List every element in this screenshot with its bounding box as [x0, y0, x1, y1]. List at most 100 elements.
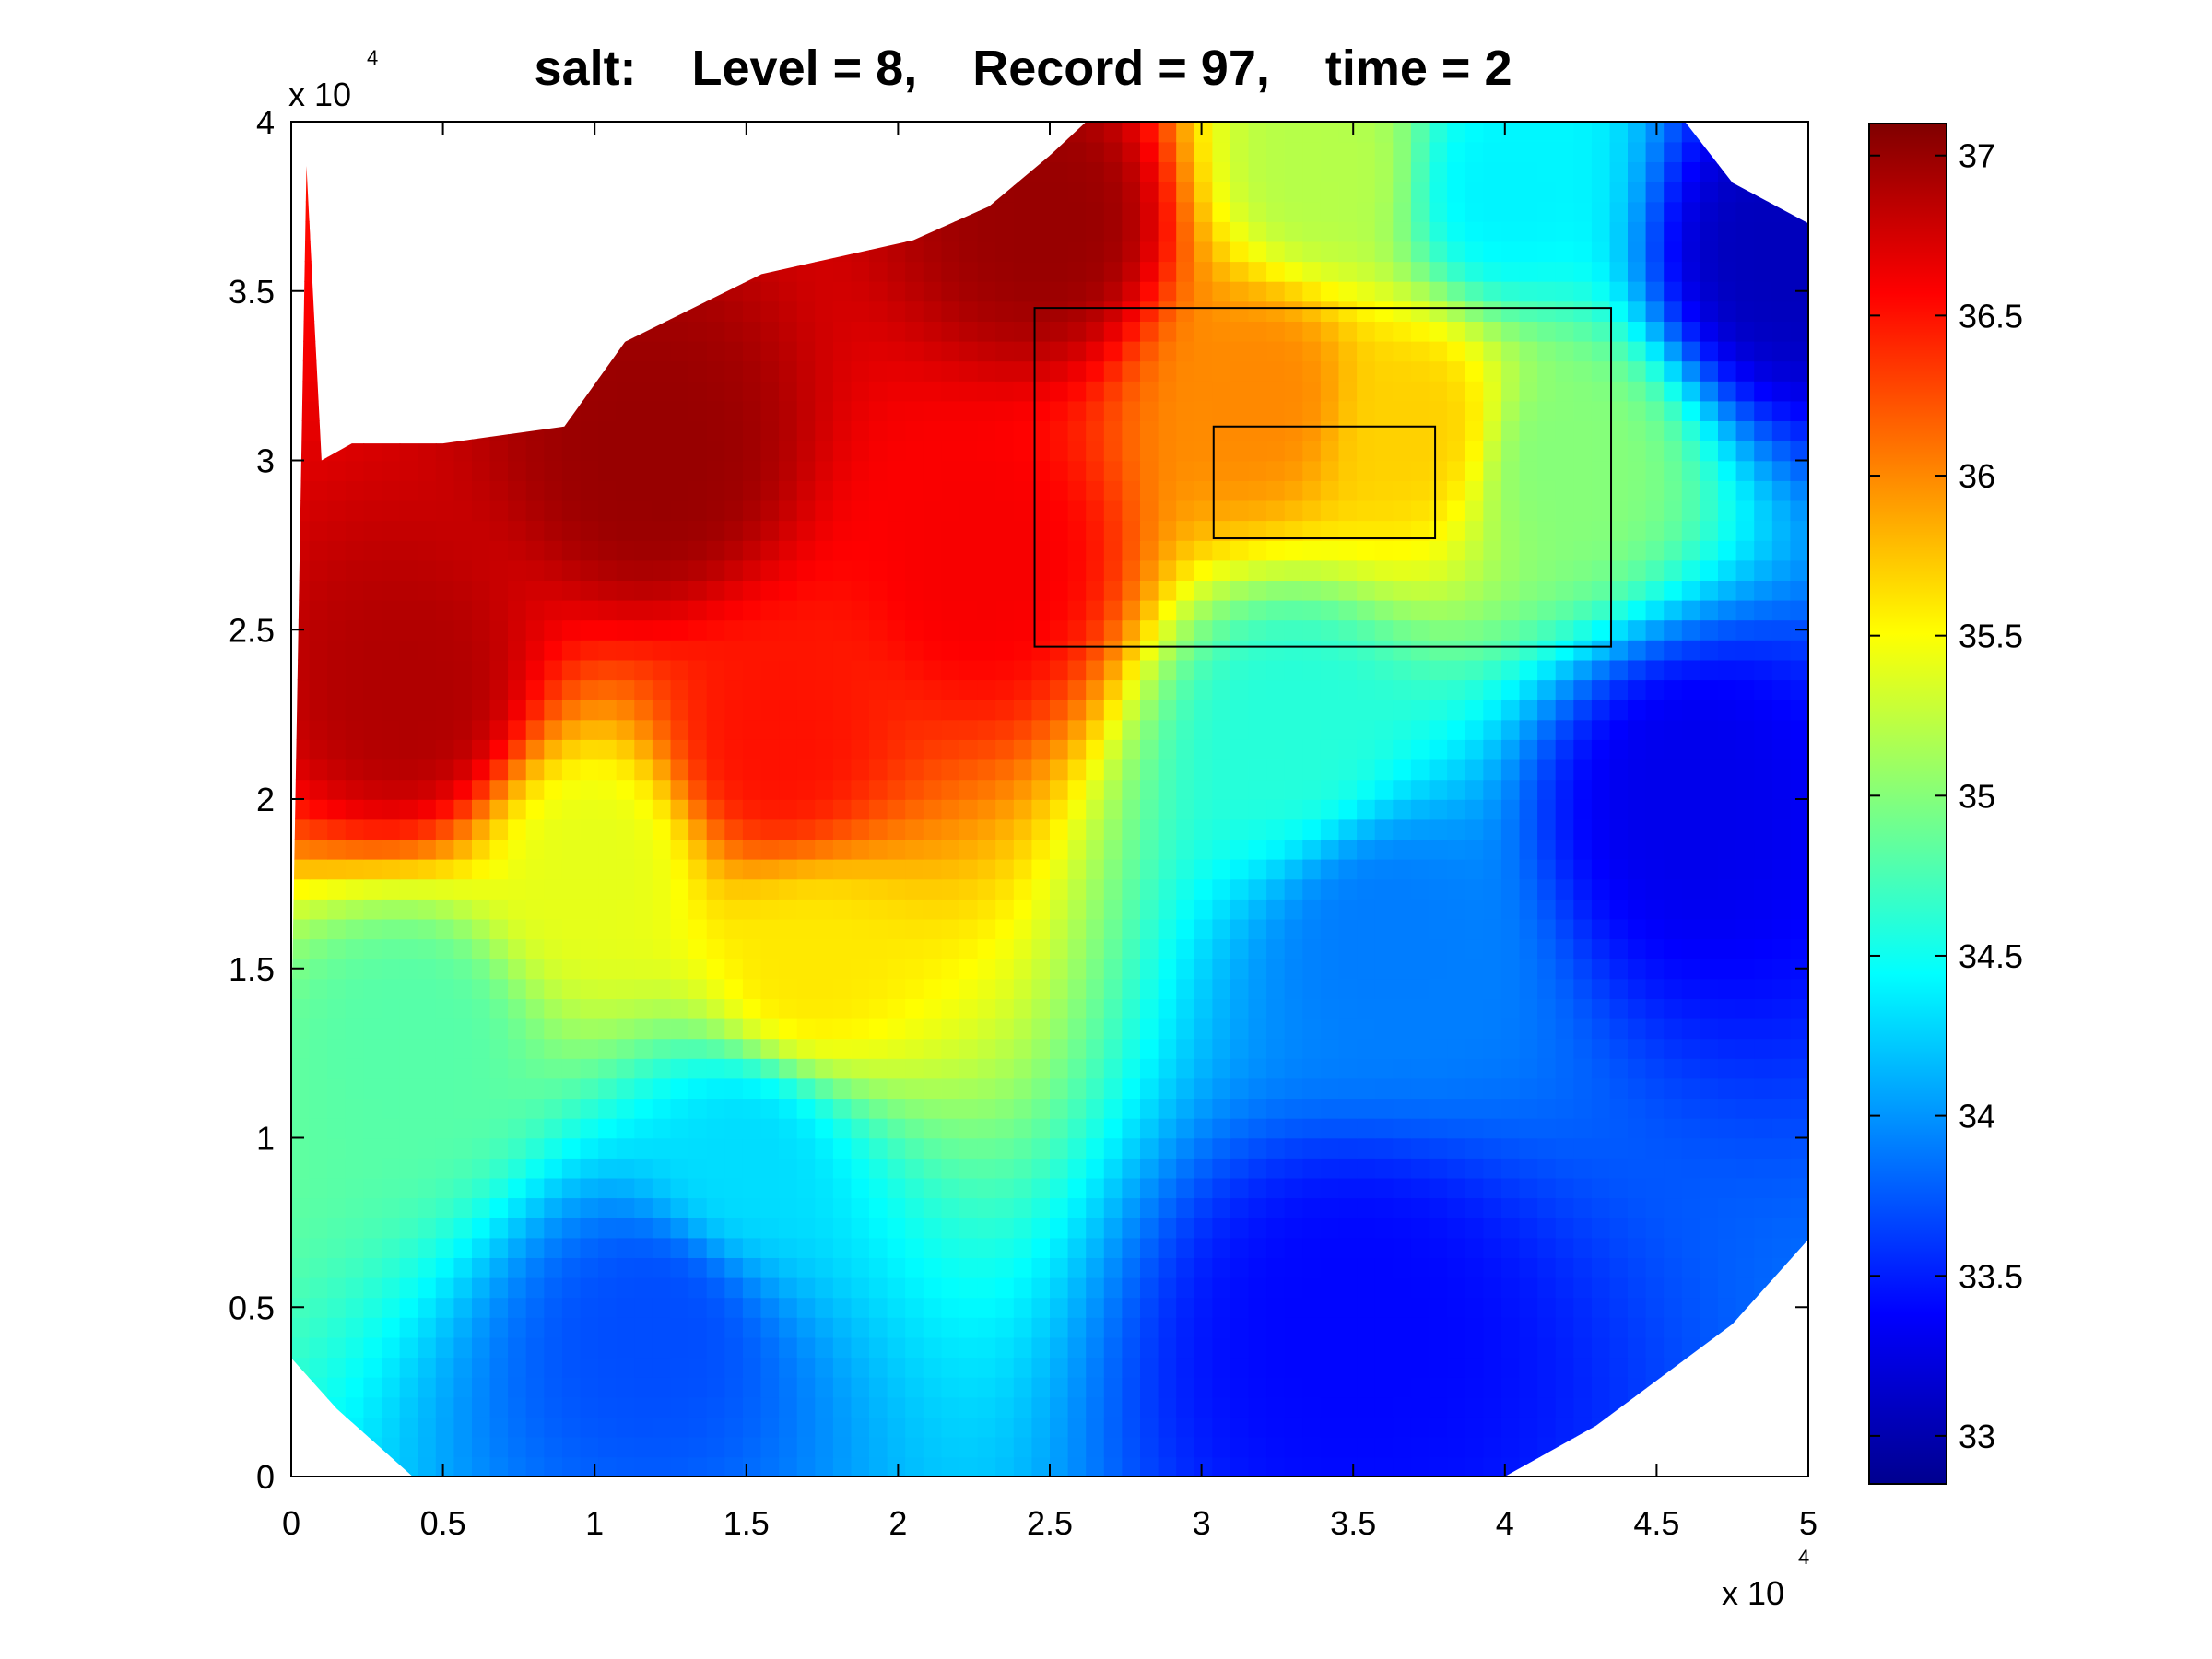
- heatmap-cell: [1519, 1376, 1538, 1398]
- heatmap-cell: [1664, 400, 1683, 421]
- heatmap-cell: [1050, 818, 1069, 840]
- heatmap-cell: [1681, 1297, 1701, 1318]
- heatmap-cell: [1248, 1077, 1267, 1099]
- heatmap-cell: [561, 659, 582, 681]
- heatmap-cell: [995, 480, 1015, 501]
- heatmap-cell: [634, 1336, 653, 1359]
- heatmap-cell: [1447, 739, 1466, 760]
- heatmap-cell: [580, 340, 599, 362]
- heatmap-cell: [1050, 958, 1069, 980]
- heatmap-cell: [1176, 1158, 1195, 1179]
- heatmap-cell: [580, 440, 599, 462]
- heatmap-cell: [1158, 1357, 1177, 1378]
- heatmap-cell: [382, 1117, 401, 1139]
- heatmap-cell: [652, 759, 672, 781]
- heatmap-cell: [1302, 1218, 1322, 1239]
- heatmap-cell: [1086, 460, 1105, 481]
- heatmap-cell: [1031, 619, 1051, 641]
- heatmap-cell: [1374, 1237, 1394, 1258]
- heatmap-cell: [1212, 559, 1231, 581]
- heatmap-cell: [544, 739, 563, 760]
- heatmap-cell: [652, 1237, 672, 1258]
- heatmap-cell: [851, 679, 870, 700]
- heatmap-cell: [706, 878, 726, 900]
- heatmap-cell: [1735, 1357, 1755, 1378]
- heatmap-cell: [598, 739, 618, 760]
- heatmap-cell: [1429, 440, 1448, 462]
- heatmap-cell: [923, 559, 943, 581]
- heatmap-cell: [1483, 400, 1502, 421]
- heatmap-cell: [435, 839, 455, 860]
- heatmap-cell: [435, 878, 455, 900]
- heatmap-cell: [1103, 640, 1124, 661]
- heatmap-cell: [995, 998, 1015, 1019]
- heatmap-cell: [1140, 1417, 1159, 1438]
- heatmap-cell: [1465, 918, 1485, 940]
- heatmap-cell: [1664, 1058, 1683, 1079]
- heatmap-cell: [905, 1376, 924, 1398]
- heatmap-cell: [1122, 858, 1141, 880]
- heatmap-cell: [382, 1317, 401, 1338]
- heatmap-cell: [1374, 858, 1394, 880]
- heatmap-cell: [688, 938, 708, 959]
- heatmap-cell: [1122, 480, 1141, 501]
- heatmap-cell: [1140, 1117, 1159, 1139]
- heatmap-cell: [1320, 1317, 1340, 1338]
- heatmap-cell: [905, 420, 924, 441]
- heatmap-cell: [418, 1197, 437, 1218]
- heatmap-cell: [1031, 1018, 1051, 1040]
- heatmap-cell: [760, 280, 780, 302]
- heatmap-cell: [1628, 340, 1647, 362]
- heatmap-cell: [508, 818, 527, 840]
- heatmap-cell: [1248, 779, 1267, 800]
- heatmap-cell: [1465, 878, 1485, 900]
- heatmap-cell: [634, 540, 653, 561]
- heatmap-cell: [1483, 998, 1502, 1019]
- heatmap-cell: [489, 619, 509, 641]
- heatmap-cell: [815, 540, 834, 561]
- heatmap-cell: [706, 1317, 726, 1338]
- heatmap-cell: [760, 1197, 780, 1218]
- heatmap-cell: [561, 818, 582, 840]
- heatmap-cell: [1754, 1177, 1773, 1199]
- heatmap-cell: [291, 381, 311, 402]
- heatmap-cell: [652, 1177, 672, 1199]
- heatmap-cell: [941, 699, 960, 721]
- heatmap-cell: [977, 1137, 996, 1159]
- heatmap-cell: [1230, 1218, 1250, 1239]
- heatmap-cell: [525, 878, 546, 900]
- heatmap-cell: [1591, 759, 1611, 781]
- heatmap-cell: [760, 1456, 780, 1477]
- heatmap-cell: [1050, 1456, 1069, 1477]
- heatmap-cell: [1050, 739, 1069, 760]
- heatmap-cell: [1790, 400, 1808, 421]
- heatmap-cell: [1338, 799, 1358, 820]
- heatmap-cell: [1591, 420, 1611, 441]
- heatmap-cell: [1194, 679, 1214, 700]
- heatmap-cell: [327, 300, 347, 322]
- heatmap-cell: [1645, 659, 1665, 681]
- heatmap-cell: [1266, 420, 1286, 441]
- heatmap-cell: [1483, 918, 1502, 940]
- heatmap-cell: [363, 381, 382, 402]
- heatmap-cell: [1103, 679, 1124, 700]
- heatmap-cell: [1664, 978, 1683, 999]
- heatmap-cell: [1031, 1218, 1051, 1239]
- heatmap-cell: [706, 1336, 726, 1359]
- heatmap-cell: [1158, 818, 1177, 840]
- heatmap-cell: [598, 599, 618, 621]
- heatmap-cell: [851, 938, 870, 959]
- heatmap-cell: [1754, 340, 1773, 362]
- heatmap-cell: [706, 1197, 726, 1218]
- heatmap-cell: [851, 1177, 870, 1199]
- heatmap-cell: [1754, 500, 1773, 522]
- heatmap-cell: [1374, 899, 1394, 920]
- heatmap-cell: [941, 679, 960, 700]
- heatmap-cell: [977, 280, 996, 302]
- heatmap-cell: [291, 540, 311, 561]
- heatmap-cell: [309, 1417, 328, 1438]
- heatmap-cell: [923, 520, 943, 541]
- heatmap-cell: [1122, 699, 1141, 721]
- heatmap-cell: [1338, 1038, 1358, 1059]
- heatmap-cell: [508, 1396, 527, 1418]
